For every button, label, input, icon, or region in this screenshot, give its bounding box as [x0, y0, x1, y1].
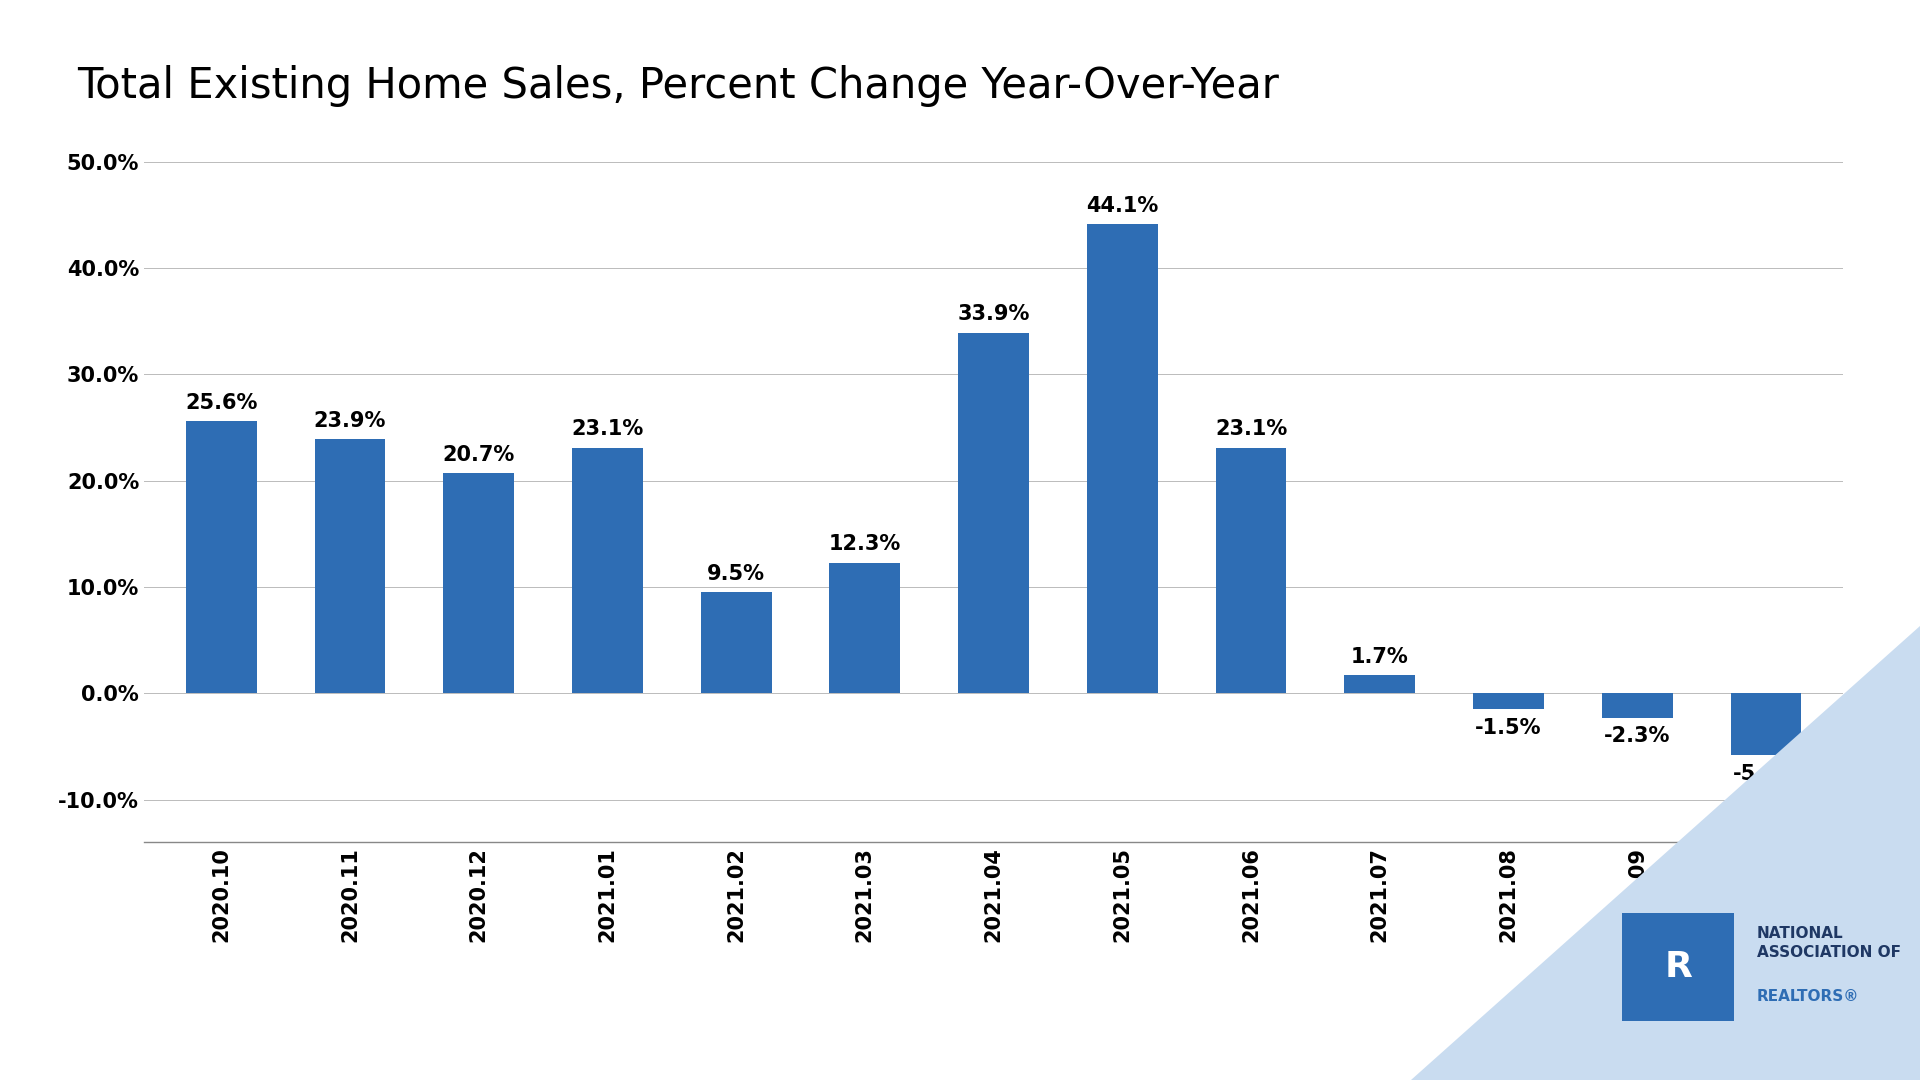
Bar — [1730, 693, 1801, 755]
Text: 1.7%: 1.7% — [1352, 647, 1409, 666]
Bar — [958, 333, 1029, 693]
Text: 23.1%: 23.1% — [572, 419, 643, 440]
Text: NATIONAL
ASSOCIATION OF: NATIONAL ASSOCIATION OF — [1757, 926, 1901, 960]
Text: REALTORS®: REALTORS® — [1757, 989, 1859, 1004]
Bar — [315, 440, 386, 693]
Text: 33.9%: 33.9% — [958, 305, 1029, 324]
Bar — [829, 563, 900, 693]
Text: 23.9%: 23.9% — [313, 410, 386, 431]
Text: -1.5%: -1.5% — [1475, 718, 1542, 738]
Bar — [701, 593, 772, 693]
Text: Total Existing Home Sales, Percent Change Year-Over-Year: Total Existing Home Sales, Percent Chang… — [77, 65, 1279, 107]
Bar — [1087, 225, 1158, 693]
Text: 25.6%: 25.6% — [184, 393, 257, 413]
Text: 23.1%: 23.1% — [1215, 419, 1286, 440]
Bar — [1215, 448, 1286, 693]
Bar — [572, 448, 643, 693]
Bar — [1473, 693, 1544, 710]
Text: 20.7%: 20.7% — [444, 445, 515, 464]
Text: -5.8%: -5.8% — [1732, 764, 1799, 784]
Bar — [1601, 693, 1672, 718]
Bar — [444, 473, 515, 693]
Text: 9.5%: 9.5% — [707, 564, 766, 584]
Text: R: R — [1665, 949, 1692, 984]
Bar — [1344, 675, 1415, 693]
Text: 12.3%: 12.3% — [829, 535, 900, 554]
Text: -2.3%: -2.3% — [1603, 727, 1670, 746]
Bar — [186, 421, 257, 693]
Text: 44.1%: 44.1% — [1087, 195, 1158, 216]
